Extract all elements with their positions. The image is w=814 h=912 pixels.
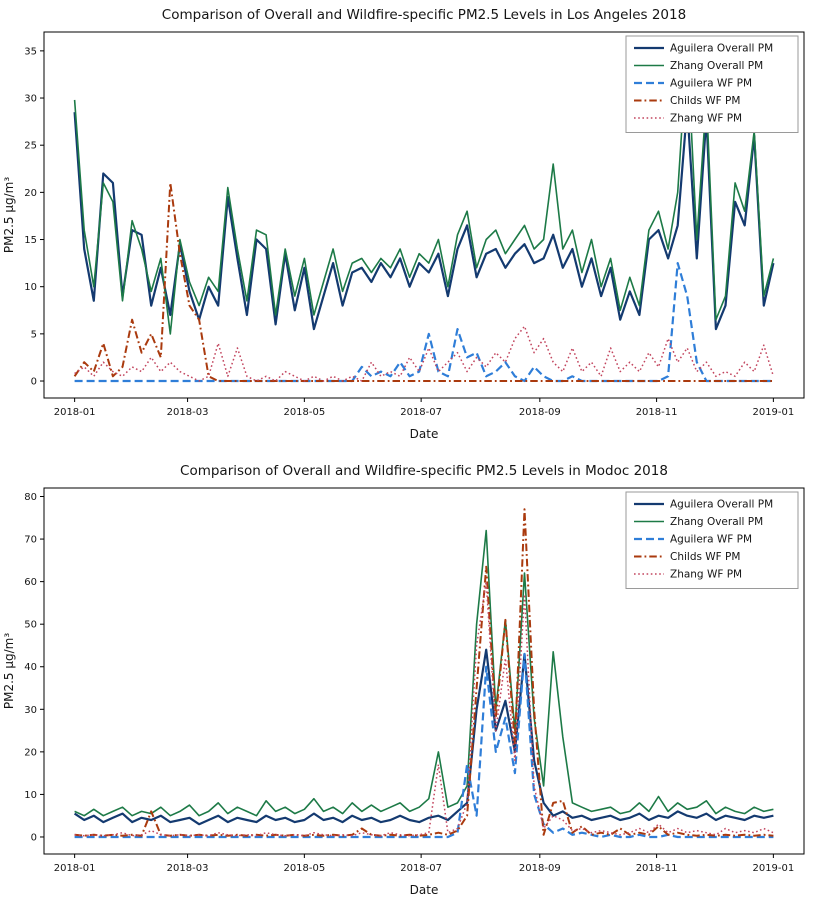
x-tick-label: 2018-09: [519, 407, 561, 418]
legend-label: Aguilera Overall PM: [670, 499, 773, 511]
modoc-x-axis-label: Date: [410, 883, 439, 897]
x-tick-label: 2019-01: [752, 407, 794, 418]
y-tick-label: 70: [24, 535, 37, 546]
la-y-axis-label: PM2.5 µg/m³: [2, 177, 16, 253]
y-tick-label: 30: [24, 705, 37, 716]
x-tick-label: 2018-05: [283, 407, 325, 418]
y-tick-label: 10: [24, 790, 37, 801]
series-line: [74, 529, 774, 817]
legend-label: Zhang Overall PM: [670, 516, 763, 528]
y-tick-label: 60: [24, 577, 37, 588]
series-line: [73, 181, 774, 382]
legend-label: Aguilera Overall PM: [670, 43, 773, 55]
legend-label: Childs WF PM: [670, 95, 740, 107]
legend-label: Childs WF PM: [670, 551, 740, 563]
plot-border: [43, 31, 805, 399]
modoc-plot-area: 0 10 20 30 40 50 60 70 80 2018-01 2018-03 2018-05 20…: [24, 487, 805, 874]
la-chart-title: Comparison of Overall and Wildfire-speci…: [162, 7, 686, 23]
y-tick-label: 0: [31, 377, 37, 388]
legend-label: Aguilera WF PM: [670, 534, 752, 546]
y-tick-label: 5: [31, 329, 37, 340]
x-tick-label: 2018-09: [519, 863, 561, 874]
y-tick-label: 50: [24, 620, 37, 631]
series-line: [74, 652, 774, 839]
legend-box: [625, 491, 799, 589]
y-tick-label: 15: [24, 235, 37, 246]
x-tick-label: 2018-03: [167, 407, 209, 418]
series-line: [74, 325, 775, 382]
x-tick-label: 2018-11: [636, 863, 678, 874]
series-line: [74, 508, 774, 837]
legend-label: Zhang Overall PM: [670, 60, 763, 72]
modoc-y-axis-label: PM2.5 µg/m³: [2, 633, 16, 709]
la-plot-area: 0 5 10 15 20 25 30 35 2018-01 2018-03 2018-05 2018-…: [24, 31, 805, 418]
y-tick-label: 30: [24, 94, 37, 105]
legend-label: Zhang WF PM: [670, 113, 742, 125]
x-tick-label: 2018-01: [54, 407, 96, 418]
la-x-axis-label: Date: [410, 427, 439, 441]
y-tick-label: 35: [24, 46, 37, 57]
la-pm25-chart: Comparison of Overall and Wildfire-speci…: [0, 2, 814, 450]
x-tick-label: 2018-07: [400, 407, 442, 418]
modoc-pm25-chart: Comparison of Overall and Wildfire-speci…: [0, 458, 814, 906]
series-line: [74, 262, 774, 383]
x-tick-label: 2018-11: [636, 407, 678, 418]
series-line: [73, 648, 774, 826]
plot-border: [43, 487, 805, 855]
series-line: [73, 106, 775, 331]
y-tick-label: 20: [24, 747, 37, 758]
y-tick-label: 40: [24, 662, 37, 673]
y-tick-label: 25: [24, 141, 37, 152]
x-tick-label: 2019-01: [752, 863, 794, 874]
x-tick-label: 2018-03: [167, 863, 209, 874]
x-tick-label: 2018-05: [283, 863, 325, 874]
x-tick-label: 2018-07: [400, 863, 442, 874]
y-tick-label: 10: [24, 282, 37, 293]
legend-label: Aguilera WF PM: [670, 78, 752, 90]
modoc-chart-title: Comparison of Overall and Wildfire-speci…: [180, 463, 668, 479]
y-tick-label: 0: [31, 832, 37, 843]
x-tick-label: 2018-01: [54, 863, 96, 874]
y-tick-label: 20: [24, 188, 37, 199]
series-line: [73, 45, 775, 335]
series-line: [74, 580, 774, 837]
y-tick-label: 80: [24, 492, 37, 503]
legend-label: Zhang WF PM: [670, 569, 742, 581]
legend-box: [625, 35, 799, 133]
